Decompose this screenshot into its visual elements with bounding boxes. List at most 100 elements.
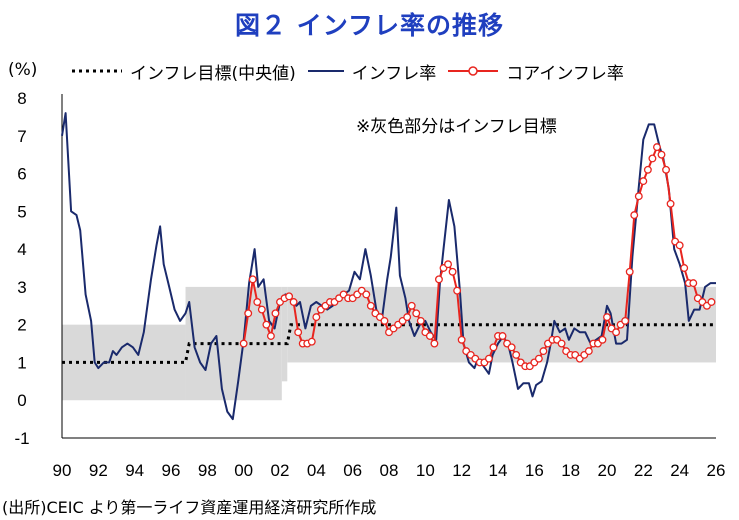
core-point-65 [534, 354, 543, 363]
core-point-86 [630, 211, 639, 220]
core-point-84 [621, 316, 630, 325]
core-point-99 [689, 279, 698, 288]
x-tick-label-2: 94 [125, 461, 144, 480]
core-point-27 [362, 290, 371, 299]
core-point-47 [453, 286, 462, 295]
core-point-89 [643, 165, 652, 174]
chart-title: 図２ インフレ率の推移 [235, 11, 504, 40]
x-tick-label-15: 20 [598, 461, 617, 480]
y-tick-label-0: 8 [17, 89, 26, 108]
core-point-85 [625, 267, 634, 276]
core-point-48 [457, 335, 466, 344]
core-point-2 [248, 275, 257, 284]
core-point-7 [271, 309, 280, 318]
x-tick-label-12: 14 [489, 461, 508, 480]
core-point-55 [489, 343, 498, 352]
x-tick-label-17: 24 [670, 461, 689, 480]
core-point-70 [557, 339, 566, 348]
x-tick-label-11: 12 [452, 461, 471, 480]
x-tick-label-0: 90 [53, 461, 72, 480]
band-note: ※灰色部分はインフレ目標 [356, 117, 557, 137]
legend-item-target: インフレ目標(中央値) [70, 59, 296, 84]
core-point-88 [639, 177, 648, 186]
y-tick-label-8: 0 [17, 391, 26, 410]
legend-swatch-marker-line [448, 66, 499, 76]
core-point-10 [285, 292, 294, 301]
core-point-97 [680, 264, 689, 272]
y-tick-label-6: 2 [17, 316, 26, 335]
target-band-0 [62, 324, 186, 401]
core-point-103 [707, 298, 716, 306]
core-point-93 [662, 165, 670, 174]
core-point-38 [412, 309, 421, 318]
core-point-57 [498, 332, 507, 340]
y-tick-label-2: 6 [17, 165, 26, 184]
y-tick-label-5: 3 [17, 278, 26, 297]
core-point-79 [598, 335, 607, 344]
x-tick-label-13: 16 [525, 461, 544, 480]
core-point-76 [584, 347, 593, 356]
core-point-59 [507, 343, 516, 352]
x-tick-label-6: 02 [271, 461, 290, 480]
legend-item-inflation: インフレ率 [306, 59, 437, 84]
x-tick-label-14: 18 [561, 461, 580, 480]
core-point-6 [266, 332, 275, 340]
core-point-45 [444, 260, 452, 269]
y-unit-label: (%) [8, 60, 38, 80]
x-tick-label-3: 96 [162, 461, 181, 480]
core-point-39 [416, 316, 425, 325]
core-point-37 [407, 301, 416, 310]
core-point-11 [289, 298, 298, 306]
x-tick-label-16: 22 [634, 461, 653, 480]
series-line-inflation [61, 112, 716, 421]
core-point-16 [312, 313, 321, 322]
core-point-91 [653, 143, 661, 152]
core-point-43 [435, 275, 443, 284]
legend-item-core: コアインフレ率 [446, 59, 624, 84]
x-tick-label-9: 08 [380, 461, 399, 480]
legend-swatch-line [307, 70, 344, 72]
x-tick-label-10: 10 [416, 461, 435, 480]
core-point-87 [634, 192, 643, 201]
legend: インフレ目標(中央値) インフレ率 コアインフレ率 [70, 58, 634, 84]
core-point-80 [603, 313, 611, 322]
legend-label-inflation: インフレ率 [351, 63, 437, 84]
core-point-31 [380, 316, 389, 325]
core-point-36 [403, 313, 412, 322]
core-point-96 [675, 241, 684, 250]
core-point-94 [666, 199, 675, 208]
legend-label-target: インフレ目標(中央値) [130, 63, 296, 84]
core-point-15 [307, 337, 316, 346]
legend-swatch-dotted [72, 69, 122, 73]
x-tick-label-7: 04 [307, 461, 326, 480]
core-point-46 [448, 267, 457, 276]
y-tick-label-7: 1 [17, 353, 26, 372]
core-point-4 [257, 305, 266, 314]
core-point-92 [657, 150, 666, 159]
core-point-41 [425, 332, 434, 340]
x-tick-label-18: 26 [707, 461, 726, 480]
y-tick-label-4: 4 [17, 240, 26, 259]
core-point-82 [612, 328, 621, 337]
core-point-1 [244, 309, 253, 318]
x-tick-label-8: 06 [343, 461, 362, 480]
x-tick-label-4: 98 [198, 461, 217, 480]
series-line-target [62, 323, 716, 364]
y-tick-label-3: 5 [17, 202, 26, 221]
y-tick-label-1: 7 [17, 127, 26, 146]
source-note: (出所)CEIC より第一ライフ資産運用経済研究所作成 [2, 498, 377, 517]
core-point-0 [239, 339, 248, 348]
core-point-5 [262, 320, 271, 329]
core-point-60 [512, 350, 521, 359]
legend-label-core: コアインフレ率 [506, 63, 624, 84]
target-band-2 [281, 286, 288, 382]
core-point-66 [539, 347, 548, 356]
x-tick-label-5: 00 [234, 461, 253, 480]
core-point-3 [253, 298, 262, 306]
core-point-54 [484, 354, 493, 363]
x-tick-label-1: 92 [89, 461, 108, 480]
core-point-42 [430, 339, 439, 348]
core-point-28 [366, 301, 375, 310]
y-tick-label-9: -1 [14, 429, 29, 448]
